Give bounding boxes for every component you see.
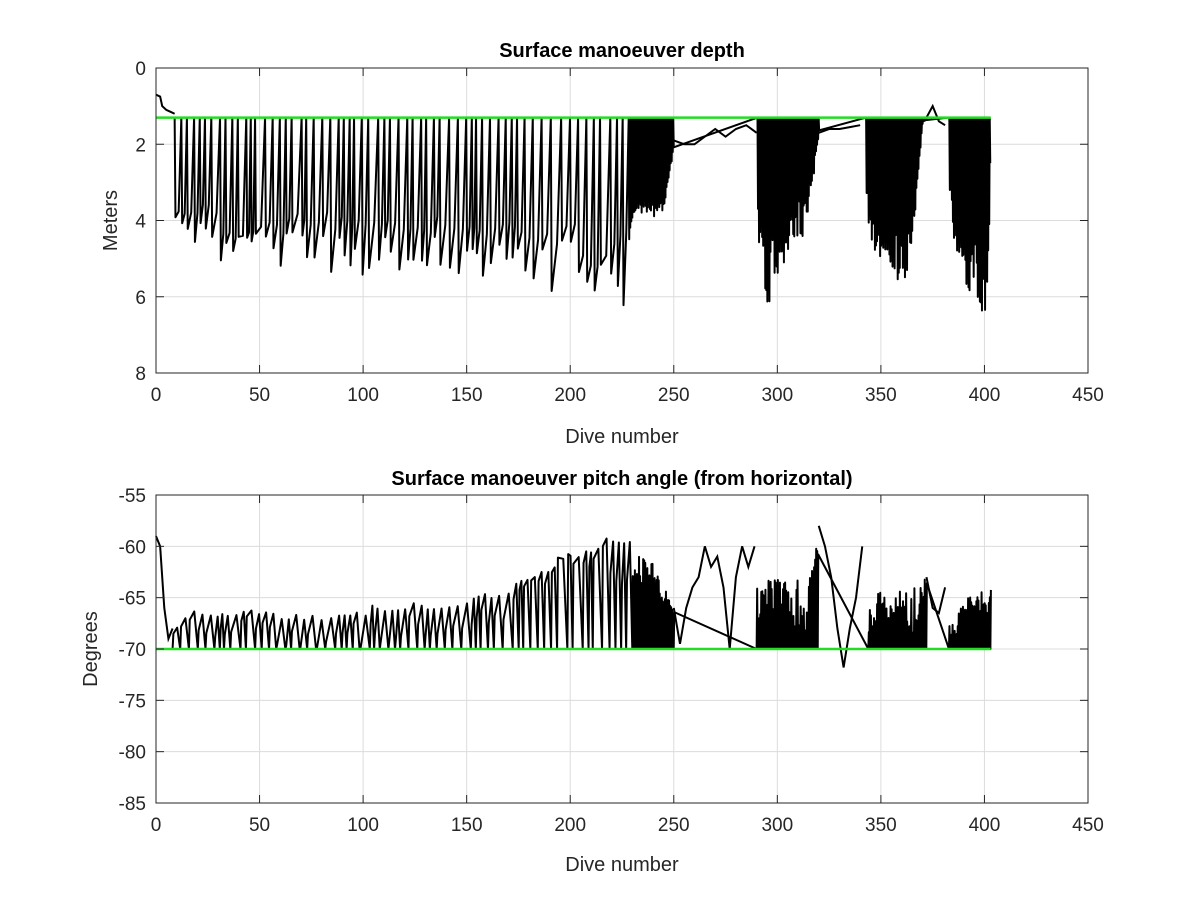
pitch-data-line [171,537,992,651]
depth-surface-line [155,93,176,115]
depth-data-line [173,116,992,312]
pitch-x-tick-label: 450 [1072,815,1104,836]
pitch-axes: 0 50 100 150 200 250 300 350 400 450 -55 -60 -65 -70 -… [80,468,1104,876]
pitch-y-tick-label: -85 [119,794,146,815]
pitch-x-tick-label: 350 [865,815,897,836]
depth-y-axis-label: Meters [100,190,122,251]
pitch-gap-line-0 [672,546,756,650]
pitch-x-tick-label: 400 [969,815,1001,836]
pitch-x-tick-label: 200 [554,815,586,836]
pitch-y-axis-label: Degrees [80,611,102,687]
pitch-x-tick-label: 300 [761,815,793,836]
depth-x-tick-label: 450 [1072,385,1104,406]
depth-x-tick-label: 200 [554,385,586,406]
pitch-ticks: 0 50 100 150 200 250 300 350 400 450 -55 -60 -65 -70 -… [119,486,1104,836]
depth-y-tick-label: 2 [135,135,146,156]
pitch-y-tick-label: -80 [119,743,146,764]
pitch-x-tick-label: 250 [658,815,690,836]
pitch-x-tick-label: 50 [249,815,270,836]
depth-x-tick-label: 0 [151,385,162,406]
pitch-x-axis-label: Dive number [565,854,679,876]
depth-x-tick-label: 300 [761,385,793,406]
depth-x-tick-label: 100 [347,385,379,406]
depth-x-tick-label: 400 [969,385,1001,406]
pitch-series [155,525,992,668]
depth-y-tick-label: 6 [135,288,146,309]
pitch-y-tick-label: -70 [119,640,146,661]
pitch-chart-title: Surface manoeuver pitch angle (from hori… [391,468,852,490]
depth-axes: 0 50 100 150 200 250 300 350 400 450 0 2 4 6 8 Surface… [100,40,1104,448]
pitch-gap-line-2 [925,576,947,615]
pitch-y-tick-label: -55 [119,486,146,507]
pitch-x-tick-label: 100 [347,815,379,836]
depth-gap-line-2 [925,103,946,127]
depth-gap-line-0 [673,124,758,146]
depth-x-axis-label: Dive number [565,426,679,448]
pitch-x-tick-label: 0 [151,815,162,836]
depth-ticks: 0 50 100 150 200 250 300 350 400 450 0 2 4 6 8 [135,59,1103,406]
depth-y-tick-label: 8 [135,364,146,385]
depth-y-tick-label: 0 [135,59,146,80]
depth-series [155,93,992,312]
pitch-y-tick-label: -60 [119,537,146,558]
depth-gap-line-1 [818,124,861,134]
pitch-y-tick-label: -75 [119,691,146,712]
pitch-x-tick-label: 150 [451,815,483,836]
depth-x-tick-label: 50 [249,385,270,406]
depth-y-tick-label: 4 [135,212,146,233]
depth-chart-title: Surface manoeuver depth [499,40,745,62]
depth-x-tick-label: 350 [865,385,897,406]
pitch-y-tick-label: -65 [119,589,146,610]
depth-x-tick-label: 250 [658,385,690,406]
depth-x-tick-label: 150 [451,385,483,406]
pitch-surface-line [155,535,174,643]
